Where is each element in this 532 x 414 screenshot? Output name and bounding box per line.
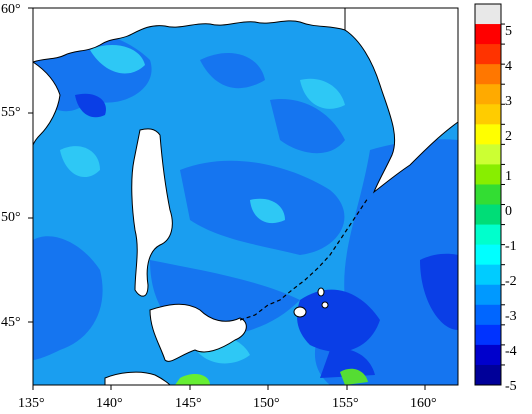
lat-label-55: 55° (1, 105, 21, 120)
colorbar-band (475, 224, 501, 246)
lon-label-140: 140° (96, 396, 123, 411)
colorbar-band (475, 64, 501, 85)
colorbar-label-0: 0 (505, 204, 512, 219)
field-light-patches (60, 45, 345, 364)
land-masses (32, 7, 459, 386)
axis-ticks (28, 7, 426, 390)
lat-label-45: 45° (1, 315, 21, 330)
lon-label-160: 160° (410, 396, 437, 411)
anomaly-green-patch-2 (340, 368, 368, 385)
colorbar-band (475, 84, 501, 105)
colorbar-label-4: 4 (505, 59, 512, 74)
colorbar (475, 4, 505, 386)
colorbar-label-minus4: -4 (505, 344, 517, 359)
colorbar-label-5: 5 (505, 24, 512, 39)
land-sakhalin (131, 128, 173, 297)
land-island-1 (293, 306, 307, 318)
lat-label-50: 50° (1, 210, 21, 225)
land-hokkaido (149, 303, 247, 362)
colorbar-band (475, 184, 501, 206)
colorbar-band (475, 364, 501, 386)
lat-label-60: 60° (1, 2, 21, 17)
land-mainland-west (32, 61, 61, 146)
colorbar-band (475, 204, 501, 226)
field-dark-patches (75, 93, 458, 378)
land-kamchatka (344, 7, 459, 194)
lon-label-135: 135° (18, 396, 45, 411)
colorbar-label-1: 1 (505, 169, 512, 184)
colorbar-band (475, 264, 501, 286)
colorbar-band (475, 144, 501, 165)
lon-label-145: 145° (175, 396, 202, 411)
anomaly-green-patch (175, 374, 210, 385)
colorbar-label-minus1: -1 (505, 239, 517, 254)
colorbar-band (475, 4, 501, 25)
lon-label-150: 150° (253, 396, 280, 411)
colorbar-band (475, 304, 501, 326)
colorbar-label-minus2: -2 (505, 274, 517, 289)
kuril-chain (239, 197, 369, 321)
colorbar-band (475, 244, 501, 266)
land-island-2 (317, 287, 325, 297)
colorbar-label-3: 3 (505, 94, 512, 109)
colorbar-band (475, 24, 501, 45)
colorbar-band (475, 104, 501, 125)
colorbar-label-minus3: -3 (505, 309, 517, 324)
colorbar-label-minus5: -5 (505, 379, 517, 394)
colorbar-band (475, 164, 501, 185)
colorbar-band (475, 124, 501, 145)
colorbar-band (475, 284, 501, 306)
colorbar-band (475, 324, 501, 346)
colorbar-band (475, 44, 501, 65)
colorbar-band (475, 344, 501, 366)
land-island-3 (321, 301, 329, 309)
colorbar-label-2: 2 (505, 129, 512, 144)
plot-frame (32, 7, 459, 386)
colorbar-frame (474, 3, 502, 386)
lon-label-155: 155° (332, 396, 359, 411)
